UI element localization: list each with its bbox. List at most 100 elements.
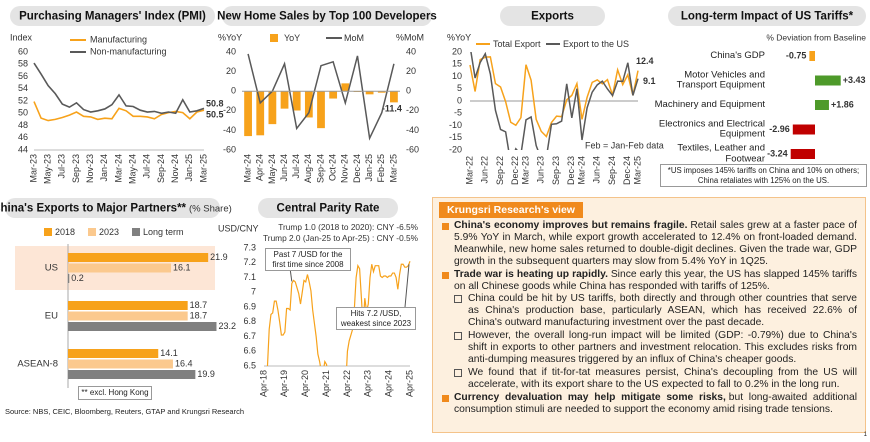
x-tick-label: Mar-24 (113, 154, 123, 183)
y-tick-label: 6.6 (243, 346, 256, 356)
value-label: 19.9 (197, 369, 215, 379)
legend-label: Manufacturing (90, 34, 147, 44)
x-tick-label: Oct-24 (328, 154, 338, 181)
y2-axis-title: %MoM (396, 32, 424, 42)
chart-title: China's Exports to Major Partners** (% Sh… (0, 203, 232, 215)
end-label: -11.4 (382, 104, 402, 114)
bar (280, 91, 289, 109)
category-label: Motor Vehicles and Transport Equipment (676, 69, 765, 91)
note: *US imposes 145% tariffs on China and 10… (660, 164, 867, 187)
y-tick-label: 7 (251, 287, 256, 297)
y-tick-label: 20 (406, 66, 416, 76)
end-label: 9.1 (643, 76, 656, 86)
bar (68, 274, 70, 283)
value-label: 18.7 (190, 300, 208, 310)
x-tick-label: May-24 (267, 154, 277, 184)
y-tick-label: 44 (18, 144, 28, 154)
view-title: Krungsri Research's view (439, 202, 583, 218)
x-axis-title: % Deviation from Baseline (766, 32, 866, 42)
y-tick-label: 52 (18, 95, 28, 105)
source: Source: NBS, CEIC, Bloomberg, Reuters, G… (5, 407, 244, 416)
legend-label: 2018 (55, 227, 75, 237)
value-label: +1.86 (831, 99, 854, 109)
y-tick-label: 58 (18, 59, 28, 69)
x-tick-label: Apr-19 (279, 370, 289, 397)
y-tick-label: 15 (452, 59, 462, 69)
sub-bullet: China could be hit by US tariffs, both d… (454, 293, 857, 329)
y-tick-label: -10 (449, 120, 462, 130)
x-tick-label: Jul-24 (142, 154, 152, 179)
bullet-text: but long-awaited additional consumption … (454, 391, 857, 415)
y-tick-label: 56 (18, 71, 28, 81)
bar (68, 311, 188, 321)
value-label: 21.9 (210, 252, 228, 262)
value-label: -0.75 (786, 50, 807, 60)
value-label: -3.24 (767, 148, 788, 158)
x-tick-label: Nov-24 (340, 154, 350, 183)
legend-swatch (88, 228, 96, 236)
bar (68, 253, 209, 262)
x-tick-label: Aug-24 (303, 154, 313, 183)
y-tick-label: -40 (406, 125, 419, 135)
x-tick-label: Apr-22 (342, 370, 352, 397)
category-label: ASEAN-8 (17, 359, 58, 370)
callout: Hits 7.2 /USD, weakest since 2023 (336, 307, 416, 330)
bullet: Trade war is heating up rapidly. Since ea… (441, 269, 857, 391)
bar (377, 91, 386, 93)
legend-swatch (270, 34, 278, 42)
bar (790, 149, 815, 159)
x-tick-label: Jan-25 (364, 154, 374, 182)
y-axis-title: USD/CNY (218, 223, 259, 233)
annotation: Trump 1.0 (2018 to 2020): CNY -6.5% (278, 222, 418, 232)
x-tick-label: Mar-25 (632, 156, 642, 185)
x-tick-label: Dec-24 (352, 154, 362, 183)
x-tick-label: Mar-24 (242, 154, 252, 183)
value-label: 23.2 (218, 321, 236, 331)
y-tick-label: 0 (231, 86, 236, 96)
x-tick-label: Apr-24 (255, 154, 265, 181)
y-tick-label: 0 (406, 86, 411, 96)
bar (304, 91, 313, 118)
legend-label: Total Export (493, 39, 541, 49)
chart-title: Exports (531, 11, 574, 23)
y-tick-label: 7.2 (243, 257, 256, 267)
y-tick-label: 7.3 (243, 242, 256, 252)
bar (244, 91, 252, 137)
bar (317, 91, 325, 129)
y-tick-label: -60 (406, 144, 419, 154)
end-label: 50.5 (206, 110, 224, 120)
bar (292, 91, 301, 111)
value-label: +3.43 (843, 75, 866, 85)
y-tick-label: -20 (406, 105, 419, 115)
x-tick-label: Sep-24 (315, 154, 325, 183)
bar (68, 359, 173, 369)
data-line (33, 101, 205, 122)
y-tick-label: 48 (18, 120, 28, 130)
bar (268, 91, 277, 125)
y-tick-label: 40 (226, 46, 236, 56)
bullet-text: Since early this year, the US has slappe… (454, 268, 857, 292)
research-view: Krungsri Research's view China's economy… (432, 197, 866, 433)
y-axis-title: %YoY (218, 32, 242, 42)
chart-title: Long-term Impact of US Tariffs* (681, 11, 854, 23)
x-tick-label: Nov-24 (170, 154, 180, 183)
page-number: 1 (863, 432, 867, 438)
x-tick-label: Apr-23 (363, 370, 373, 397)
bar (792, 124, 815, 135)
x-tick-label: Mar-25 (388, 154, 398, 183)
end-label: 12.4 (636, 56, 654, 66)
value-label: 0.2 (71, 273, 84, 283)
legend-swatch (44, 228, 52, 236)
bar (365, 91, 374, 95)
x-tick-label: Dec-24 (622, 156, 632, 185)
legend-label: MoM (344, 33, 364, 43)
bullet-lead: Trade war is heating up rapidly. (454, 268, 608, 280)
bar (341, 83, 350, 92)
bar (68, 349, 159, 358)
value-label: 14.1 (160, 348, 178, 358)
title-pill (222, 6, 432, 26)
data-line (33, 62, 205, 115)
x-tick-label: Sep-24 (607, 156, 617, 185)
